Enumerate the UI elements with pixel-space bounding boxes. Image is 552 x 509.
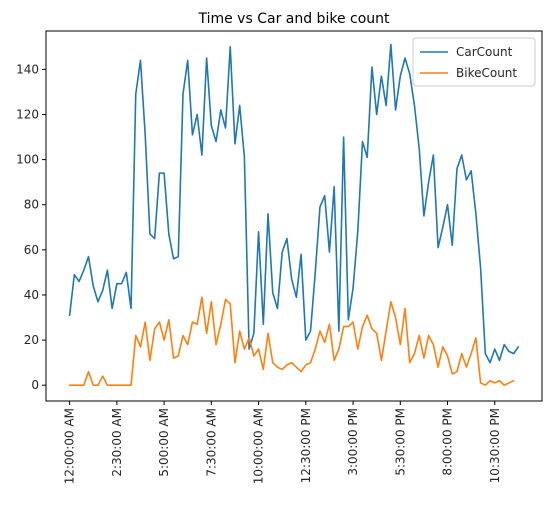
x-tick-label: 5:00:00 AM	[157, 408, 171, 477]
y-tick-label: 140	[16, 62, 39, 76]
legend-label: BikeCount	[456, 66, 517, 80]
x-axis: 12:00:00 AM 2:30:00 AM 5:00:00 AM 7:30:00 A…	[63, 401, 502, 484]
x-tick-label: 8:00:00 PM	[441, 408, 455, 476]
y-tick-label: 40	[24, 288, 39, 302]
x-tick-label: 10:00:00 AM	[252, 408, 266, 484]
x-tick-label: 5:30:00 PM	[393, 408, 407, 476]
legend: CarCount BikeCount	[412, 37, 536, 87]
chart-title: Time vs Car and bike count	[197, 11, 390, 27]
legend-box	[412, 37, 536, 87]
series-line-bikecount	[68, 296, 515, 387]
x-tick-label: 12:30:00 PM	[299, 408, 313, 483]
y-tick-label: 120	[16, 107, 39, 121]
x-tick-label: 2:30:00 AM	[110, 408, 124, 477]
legend-label: CarCount	[456, 45, 513, 59]
plot-frame	[45, 30, 543, 402]
y-tick-label: 100	[16, 153, 39, 167]
series-line-carcount	[68, 43, 520, 364]
y-axis: 0 20 40 60 80 100 120 140	[16, 62, 46, 392]
x-tick-label: 7:30:00 AM	[204, 408, 218, 477]
y-tick-label: 60	[24, 243, 39, 257]
series-layer	[68, 43, 520, 387]
x-tick-label: 12:00:00 AM	[63, 408, 77, 484]
y-tick-label: 20	[24, 333, 39, 347]
x-tick-label: 10:30:00 PM	[488, 408, 502, 483]
x-tick-label: 3:00:00 PM	[346, 408, 360, 476]
y-tick-label: 0	[31, 378, 39, 392]
y-tick-label: 80	[24, 198, 39, 212]
